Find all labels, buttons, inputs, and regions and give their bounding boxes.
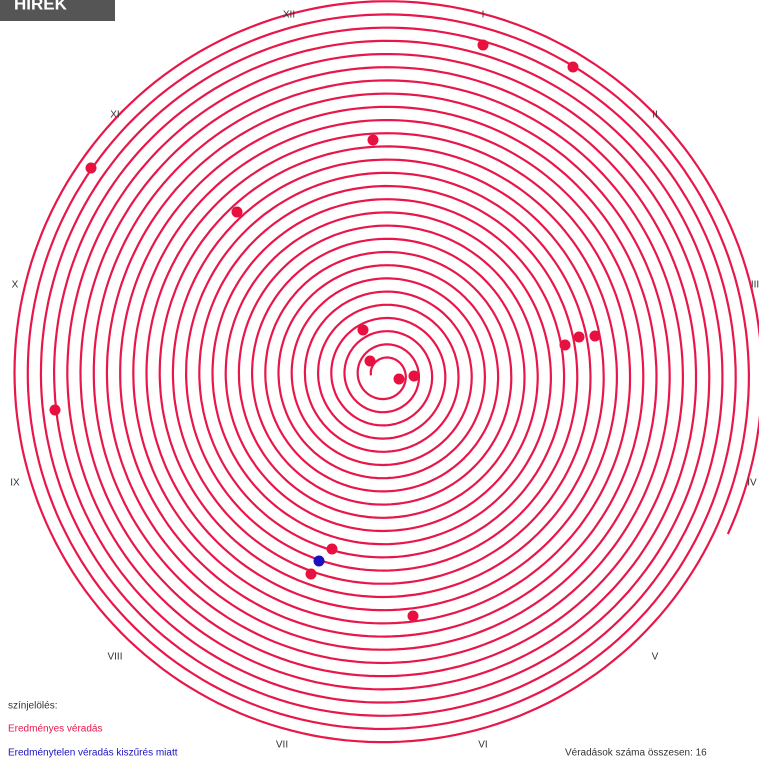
dot bbox=[305, 568, 317, 580]
month-label: VI bbox=[478, 740, 487, 751]
month-label: XII bbox=[283, 10, 295, 21]
dot-failed bbox=[313, 555, 325, 567]
legend-title: színjelölés: bbox=[8, 701, 57, 712]
total: Véradások száma összesen: 16 bbox=[565, 748, 707, 759]
month-label: I bbox=[482, 10, 485, 21]
month-label: V bbox=[652, 652, 659, 663]
dot bbox=[367, 134, 379, 146]
dot bbox=[326, 543, 338, 555]
dot bbox=[589, 330, 601, 342]
month-label: II bbox=[652, 110, 658, 121]
month-label: IX bbox=[10, 478, 20, 489]
badge-bg bbox=[0, 0, 115, 21]
month-label: VII bbox=[276, 740, 288, 751]
dot bbox=[559, 339, 571, 351]
badge[interactable]: HÍREK bbox=[14, 0, 68, 13]
month-label: VIII bbox=[107, 652, 122, 663]
dot bbox=[393, 373, 405, 385]
dot bbox=[407, 610, 419, 622]
dot bbox=[231, 206, 243, 218]
month-label: IV bbox=[747, 478, 757, 489]
dot bbox=[49, 404, 61, 416]
legend-item: Eredménytelen véradás kiszűrés miatt bbox=[8, 748, 178, 759]
dot bbox=[567, 61, 579, 73]
dot bbox=[364, 355, 376, 367]
dot bbox=[408, 370, 420, 382]
dot bbox=[85, 162, 97, 174]
dot bbox=[357, 324, 369, 336]
dots bbox=[49, 39, 601, 622]
dot bbox=[573, 331, 585, 343]
month-label: XI bbox=[110, 110, 119, 121]
legend-item: Eredményes véradás bbox=[8, 724, 103, 735]
spiral bbox=[13, 0, 759, 744]
month-label: III bbox=[751, 280, 759, 291]
month-label: X bbox=[12, 280, 19, 291]
dot bbox=[477, 39, 489, 51]
